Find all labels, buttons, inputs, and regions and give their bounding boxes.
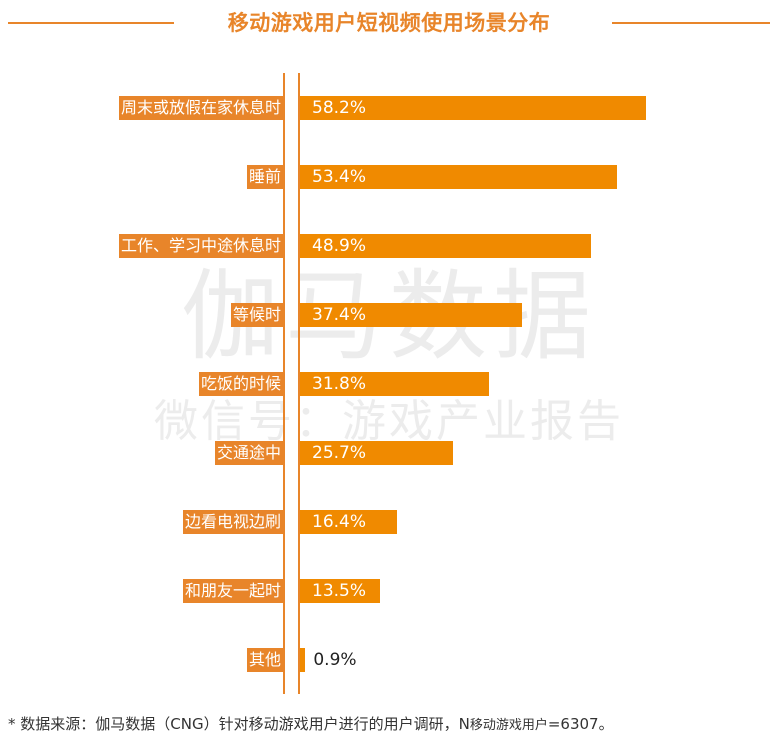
value-label: 37.4%	[312, 305, 367, 325]
bar	[300, 441, 453, 465]
category-label: 工作、学习中途休息时	[119, 234, 284, 258]
footnote: * 数据来源：伽马数据（CNG）针对移动游戏用户进行的用户调研，N移动游戏用户=…	[8, 713, 614, 735]
value-label: 16.4%	[312, 512, 367, 532]
bar	[300, 234, 591, 258]
bar	[300, 96, 646, 120]
bar	[300, 372, 490, 396]
footnote-suffix: =6307。	[547, 715, 614, 733]
title-line-right	[612, 22, 770, 24]
category-label: 周末或放假在家休息时	[119, 96, 284, 120]
category-label: 边看电视边刷	[183, 510, 284, 534]
category-label: 吃饭的时候	[199, 372, 284, 396]
bar	[300, 303, 523, 327]
bar	[300, 648, 306, 672]
category-label: 和朋友一起时	[183, 579, 284, 603]
value-label: 58.2%	[312, 98, 367, 118]
value-label: 0.9%	[313, 650, 357, 670]
value-label: 13.5%	[312, 581, 367, 601]
title-line-left	[8, 22, 174, 24]
footnote-subscript: 移动游戏用户	[469, 718, 548, 733]
category-label: 其他	[247, 648, 284, 672]
category-label: 睡前	[247, 165, 284, 189]
bar	[300, 165, 618, 189]
bar	[300, 510, 398, 534]
value-label: 53.4%	[312, 167, 367, 187]
value-label: 31.8%	[312, 374, 367, 394]
axis-line-right	[298, 73, 300, 694]
value-label: 25.7%	[312, 443, 367, 463]
category-label: 等候时	[231, 303, 284, 327]
value-label: 48.9%	[312, 236, 367, 256]
axis-line-left	[283, 73, 285, 694]
footnote-prefix: * 数据来源：伽马数据（CNG）针对移动游戏用户进行的用户调研，N	[8, 715, 470, 733]
bar	[300, 579, 381, 603]
chart-title: 移动游戏用户短视频使用场景分布	[227, 11, 551, 35]
category-label: 交通途中	[215, 441, 284, 465]
